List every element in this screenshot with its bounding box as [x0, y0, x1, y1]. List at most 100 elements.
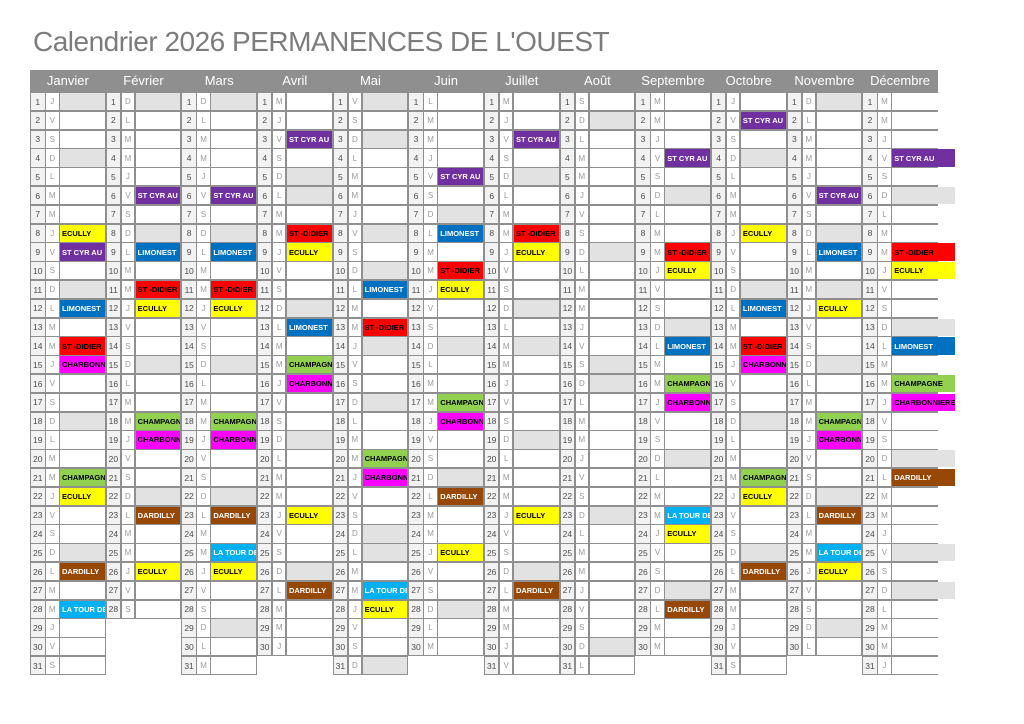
day-number-cell: 18: [333, 412, 348, 430]
day-number-cell: 25: [106, 544, 121, 562]
day-letter-cell: L: [499, 186, 513, 205]
day-number-cell: 12: [409, 299, 423, 318]
day-letter-cell: M: [726, 600, 740, 618]
day-number-cell: 15: [31, 356, 45, 374]
event-charbonniere: CHARBONNIERE: [60, 356, 105, 374]
day-letter-cell: L: [575, 656, 589, 675]
event-champagne: CHAMPAGNE: [665, 374, 710, 393]
day-number-cell: 15: [636, 356, 650, 374]
day-letter-cell: S: [272, 149, 286, 167]
month-header-mai: Mai: [359, 73, 381, 88]
holiday-cell: [665, 318, 710, 336]
day-letter-cell: V: [575, 205, 589, 224]
day-number-cell: 20: [409, 450, 423, 468]
event-cell-empty: [362, 487, 408, 506]
day-number-cell: 9: [863, 243, 877, 261]
event-cell-empty: [740, 93, 786, 111]
day-number-cell: 24: [257, 525, 272, 543]
event-cell-empty: [740, 525, 786, 543]
day-letter-cell: J: [575, 581, 589, 600]
event-cell-empty: [589, 149, 635, 167]
day-letter-cell: S: [348, 243, 362, 261]
day-number-cell: 19: [484, 431, 499, 449]
day-number-cell: 4: [409, 149, 423, 167]
month-column-octobre: 1 J 2 V ST CYR AU 3 S 4 D 5 L 6 M 7 M 8 J ECULLY 9 V 10 S 11 D 1…: [710, 92, 787, 676]
day-number-cell: 18: [409, 412, 423, 430]
event-cell-empty: [740, 186, 786, 205]
day-number-cell: 25: [863, 544, 877, 562]
day-number-cell: 30: [257, 638, 272, 656]
day-letter-cell: M: [424, 638, 437, 656]
day-number-cell: 30: [333, 638, 348, 656]
day-letter-cell: M: [348, 186, 362, 205]
event-cell-empty: [211, 262, 256, 280]
day-letter-cell: J: [878, 525, 891, 543]
day-number-cell: 18: [106, 412, 121, 430]
day-number-cell: 2: [106, 111, 121, 130]
event-cell-empty: [513, 450, 559, 468]
event-cell-empty: [589, 262, 635, 280]
day-number-cell: 16: [333, 374, 348, 393]
event-cell-empty: [665, 111, 710, 130]
event-st-cyr: ST CYR AU: [892, 149, 956, 167]
day-number-cell: 19: [636, 431, 650, 449]
event-cell-empty: [892, 356, 956, 374]
day-number-cell: 20: [182, 450, 196, 468]
event-cell-empty: [892, 600, 956, 618]
day-number-cell: 29: [560, 619, 575, 637]
day-letter-cell: V: [348, 356, 362, 374]
holiday-cell: [816, 356, 862, 374]
month-column-mars: 1 D 2 L 3 M 4 M 5 J 6 V ST CYR AU 7 S 8 D 9 L LIMONEST 10 M 11…: [181, 92, 257, 676]
day-number-cell: 1: [333, 93, 348, 111]
event-cell-empty: [513, 149, 559, 167]
day-number-cell: 29: [636, 619, 650, 637]
day-number-cell: 27: [636, 581, 650, 600]
day-number-cell: 5: [863, 168, 877, 186]
event-cell-empty: [135, 111, 181, 130]
day-letter-cell: J: [46, 487, 59, 506]
day-letter-cell: D: [46, 280, 59, 299]
day-letter-cell: S: [197, 337, 210, 355]
day-letter-cell: V: [726, 506, 740, 524]
day-letter-cell: M: [499, 337, 513, 355]
day-letter-cell: L: [651, 205, 664, 224]
event-cell-empty: [589, 581, 635, 600]
day-number-cell: 11: [333, 280, 348, 299]
event-cell-empty: [665, 431, 710, 449]
day-letter-cell: L: [726, 431, 740, 449]
day-letter-cell: S: [651, 168, 664, 186]
day-number-cell: 30: [560, 638, 575, 656]
event-cell-empty: [60, 374, 105, 393]
day-number-cell: 9: [711, 243, 726, 261]
day-number-cell: 27: [484, 581, 499, 600]
month-column-décembre: 1 M 2 M 3 J 4 V ST CYR AU 5 S 6 D 7 L 8 M 9 M ST -DIDIER 10 J…: [862, 92, 956, 676]
event-cell-empty: [362, 243, 408, 261]
event-cell-empty: [135, 149, 181, 167]
day-letter-cell: V: [348, 93, 362, 111]
day-letter-cell: S: [575, 224, 589, 242]
day-letter-cell: D: [424, 468, 437, 487]
day-number-cell: 25: [484, 544, 499, 562]
event-cell-empty: [816, 468, 862, 487]
day-number-cell: 25: [787, 544, 802, 562]
day-number-cell: 10: [484, 262, 499, 280]
day-letter-cell: D: [46, 412, 59, 430]
day-number-cell: 15: [182, 356, 196, 374]
day-number-cell: 26: [31, 562, 45, 581]
day-letter-cell: M: [121, 130, 135, 148]
holiday-cell: [740, 149, 786, 167]
day-number-cell: 17: [409, 393, 423, 412]
holiday-cell: [438, 600, 483, 618]
event-cell-empty: [135, 337, 181, 355]
day-letter-cell: M: [46, 318, 59, 336]
day-letter-cell: S: [575, 356, 589, 374]
day-number-cell: 28: [711, 600, 726, 618]
day-letter-cell: D: [424, 600, 437, 618]
event-cell-empty: [816, 393, 862, 412]
day-letter-cell: D: [651, 581, 664, 600]
day-number-cell: 17: [787, 393, 802, 412]
event-cell-empty: [740, 619, 786, 637]
day-number-cell: 30: [31, 638, 45, 656]
holiday-cell: [60, 412, 105, 430]
day-letter-cell: M: [272, 619, 286, 637]
